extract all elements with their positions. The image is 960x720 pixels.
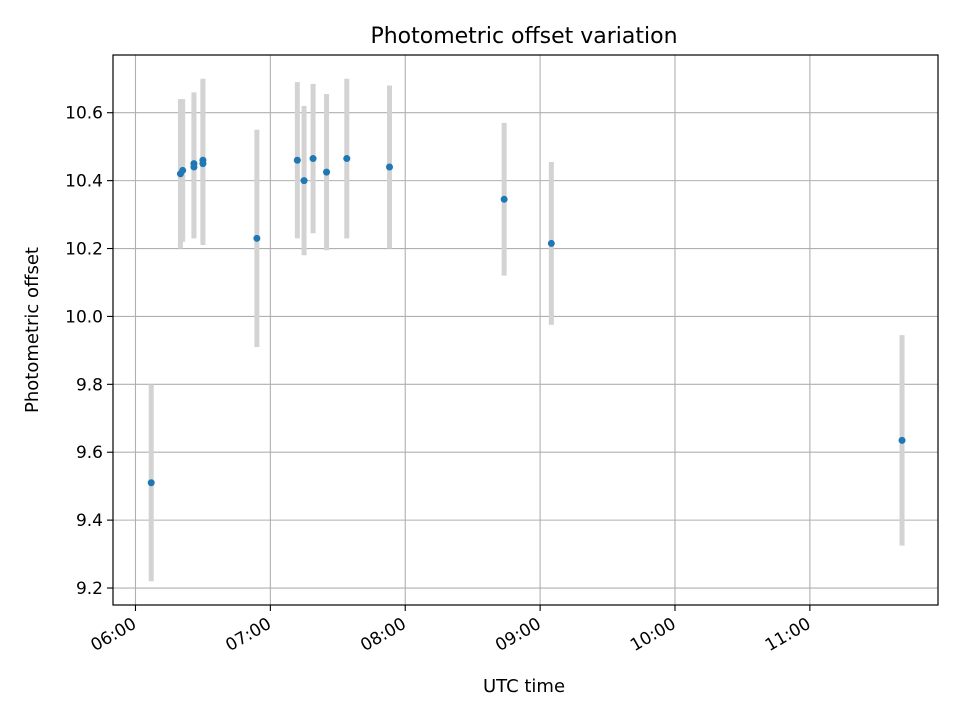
data-point [293, 156, 301, 164]
data-point [300, 177, 308, 185]
y-tick-label: 10.2 [65, 240, 103, 260]
data-point [309, 155, 317, 163]
y-tick-label: 9.4 [76, 511, 103, 531]
data-point [199, 160, 207, 168]
data-point [323, 168, 331, 176]
chart-title: Photometric offset variation [370, 24, 677, 49]
x-axis-label: UTC time [483, 676, 565, 697]
y-tick-label: 10.6 [65, 104, 103, 124]
y-tick-label: 10.4 [65, 172, 103, 192]
data-point [898, 436, 906, 444]
y-tick-label: 10.0 [65, 307, 103, 327]
grid-lines [113, 55, 938, 605]
data-point [500, 195, 508, 203]
data-points [147, 155, 906, 487]
data-point [253, 234, 261, 242]
data-point [179, 166, 187, 174]
plot-frame [112, 54, 939, 606]
data-point [147, 479, 155, 487]
data-point [190, 163, 198, 171]
y-tick-label: 9.2 [76, 579, 103, 599]
y-axis-label: Photometric offset [22, 247, 43, 413]
y-tick-label: 9.6 [76, 443, 103, 463]
data-point [343, 155, 351, 163]
data-point [385, 163, 393, 171]
data-point [547, 239, 555, 247]
y-tick-label: 9.8 [76, 375, 103, 395]
